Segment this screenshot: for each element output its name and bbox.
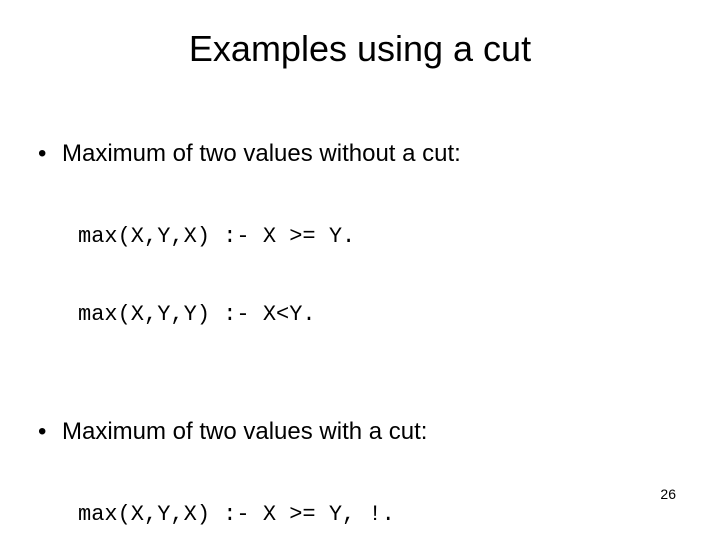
slide-body: • Maximum of two values without a cut: m… <box>38 140 680 540</box>
bullet-text: Maximum of two values with a cut: <box>62 418 427 446</box>
bullet-marker-icon: • <box>38 140 62 168</box>
slide-title: Examples using a cut <box>0 28 720 70</box>
code-line: max(X,Y,X) :- X >= Y. <box>78 224 680 250</box>
bullet-item: • Maximum of two values without a cut: <box>38 140 680 168</box>
code-line: max(X,Y,Y) :- X<Y. <box>78 302 680 328</box>
bullet-marker-icon: • <box>38 418 62 446</box>
bullet-item: • Maximum of two values with a cut: <box>38 418 680 446</box>
code-line: max(X,Y,X) :- X >= Y, !. <box>78 502 680 528</box>
slide: Examples using a cut • Maximum of two va… <box>0 0 720 540</box>
bullet-text: Maximum of two values without a cut: <box>62 140 461 168</box>
page-number: 26 <box>660 486 676 502</box>
code-block: max(X,Y,X) :- X >= Y, !. max(X,Y,Y). <box>78 450 680 540</box>
code-block: max(X,Y,X) :- X >= Y. max(X,Y,Y) :- X<Y. <box>78 172 680 380</box>
